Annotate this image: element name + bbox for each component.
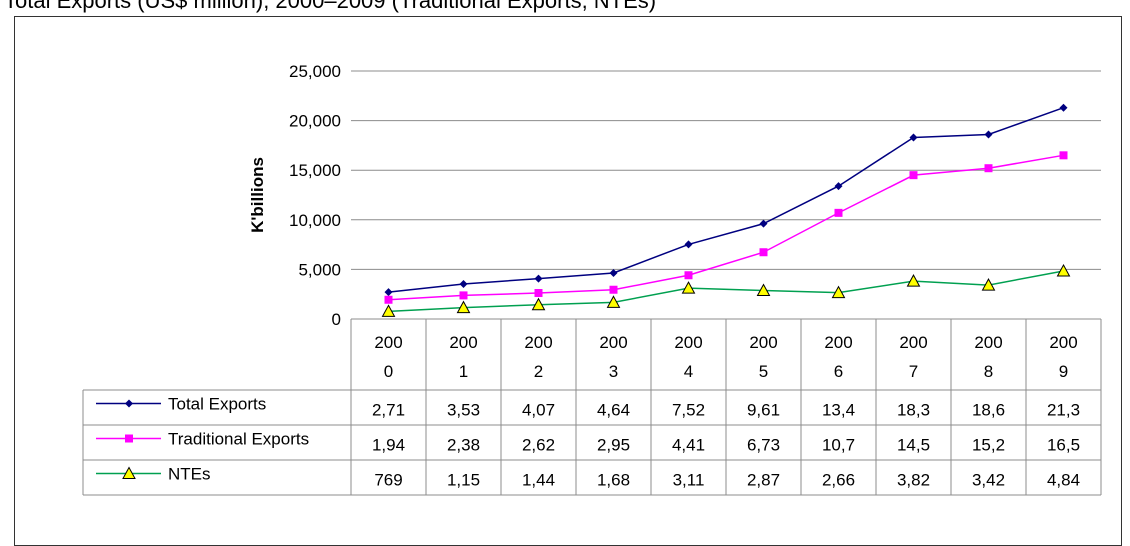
data-point-total-exports xyxy=(834,182,843,191)
y-tick-label: 15,000 xyxy=(289,161,341,180)
y-tick-label: 10,000 xyxy=(289,211,341,230)
data-label-traditional-exports: 4,41 xyxy=(672,436,705,455)
x-tick-label: 3 xyxy=(609,362,618,381)
data-label-ntes: 4,84 xyxy=(1047,471,1080,490)
y-tick-label: 25,000 xyxy=(289,62,341,81)
data-point-ntes xyxy=(831,285,846,299)
x-tick-label: 200 xyxy=(749,333,777,352)
legend-key-marker xyxy=(125,434,133,443)
data-point-ntes xyxy=(756,283,771,297)
data-point-ntes xyxy=(906,274,921,287)
x-tick-label: 4 xyxy=(684,362,693,381)
data-label-ntes: 2,66 xyxy=(822,471,855,490)
data-label-total-exports: 3,53 xyxy=(447,401,480,420)
data-point-ntes xyxy=(681,281,696,294)
data-point-total-exports xyxy=(384,288,393,297)
data-point-total-exports xyxy=(984,130,993,139)
x-tick-label: 200 xyxy=(374,333,402,352)
data-label-ntes: 1,44 xyxy=(522,471,555,490)
data-point-ntes xyxy=(456,300,471,314)
data-label-traditional-exports: 2,62 xyxy=(522,436,555,455)
line-chart: 0 5,000 10,000 15,000 20,000 25,000 K'billions… xyxy=(82,62,1102,496)
data-label-traditional-exports: 6,73 xyxy=(747,436,780,455)
y-tick-label: 0 xyxy=(332,310,341,329)
data-label-traditional-exports: 10,7 xyxy=(822,436,855,455)
data-label-total-exports: 18,3 xyxy=(897,401,930,420)
legend-series-name: Traditional Exports xyxy=(168,430,309,449)
data-point-traditional-exports xyxy=(834,208,843,217)
data-label-total-exports: 21,3 xyxy=(1047,401,1080,420)
series-line-traditional-exports xyxy=(388,154,1064,301)
data-label-ntes: 3,42 xyxy=(972,471,1005,490)
y-tick-label: 5,000 xyxy=(298,260,341,279)
data-point-total-exports xyxy=(534,274,543,283)
data-point-traditional-exports xyxy=(609,285,618,294)
x-tick-label: 2 xyxy=(534,362,543,381)
data-label-ntes: 3,11 xyxy=(673,471,705,490)
data-label-traditional-exports: 15,2 xyxy=(972,436,1005,455)
data-label-total-exports: 13,4 xyxy=(822,401,855,420)
x-tick-label: 200 xyxy=(449,333,477,352)
data-label-traditional-exports: 14,5 xyxy=(897,436,930,455)
x-tick-label: 5 xyxy=(759,362,768,381)
data-label-traditional-exports: 16,5 xyxy=(1047,436,1080,455)
y-axis-label: K'billions xyxy=(248,157,267,233)
data-point-total-exports xyxy=(684,240,693,249)
x-tick-label: 7 xyxy=(909,362,918,381)
data-label-total-exports: 4,07 xyxy=(522,401,555,420)
data-label-ntes: 2,87 xyxy=(747,471,780,490)
data-point-traditional-exports xyxy=(534,289,543,298)
data-point-ntes xyxy=(381,304,396,317)
cut-off-header-text: Total Exports (US$ million), 2000–2009 (… xyxy=(4,0,657,13)
x-tick-label: 200 xyxy=(974,333,1002,352)
x-tick-label: 6 xyxy=(834,362,843,381)
legend-key-marker xyxy=(125,399,133,408)
data-label-ntes: 1,68 xyxy=(597,471,630,490)
data-point-traditional-exports xyxy=(684,271,693,280)
x-tick-label: 200 xyxy=(674,333,702,352)
x-tick-label: 200 xyxy=(1049,333,1077,352)
x-tick-label: 200 xyxy=(899,333,927,352)
legend-key-marker xyxy=(122,466,136,479)
data-point-total-exports xyxy=(759,219,768,228)
data-point-traditional-exports xyxy=(909,171,918,180)
data-label-ntes: 769 xyxy=(374,471,402,490)
x-tick-label: 200 xyxy=(599,333,627,352)
x-tick-label: 200 xyxy=(824,333,852,352)
legend-series-name: NTEs xyxy=(168,465,211,484)
data-point-ntes xyxy=(1056,263,1071,277)
data-point-ntes xyxy=(606,295,621,308)
y-tick-label: 20,000 xyxy=(289,112,341,131)
data-point-total-exports xyxy=(459,279,468,288)
data-point-ntes xyxy=(531,297,546,311)
series-line-ntes xyxy=(388,270,1064,313)
x-tick-label: 200 xyxy=(524,333,552,352)
x-tick-label: 8 xyxy=(984,362,993,381)
data-label-traditional-exports: 1,94 xyxy=(372,436,405,455)
data-point-total-exports xyxy=(609,268,618,277)
data-point-traditional-exports xyxy=(984,164,993,173)
data-point-total-exports xyxy=(1059,103,1068,112)
x-tick-label: 1 xyxy=(459,362,468,381)
x-tick-label: 9 xyxy=(1059,362,1068,381)
data-label-total-exports: 4,64 xyxy=(597,401,630,420)
data-point-traditional-exports xyxy=(384,295,393,304)
data-label-total-exports: 9,61 xyxy=(747,401,780,420)
data-point-total-exports xyxy=(909,133,918,142)
chart-frame: 0 5,000 10,000 15,000 20,000 25,000 K'billions… xyxy=(14,16,1122,546)
x-tick-label: 0 xyxy=(384,362,393,381)
legend-series-name: Total Exports xyxy=(168,395,266,414)
data-label-traditional-exports: 2,95 xyxy=(597,436,630,455)
data-label-total-exports: 7,52 xyxy=(672,401,705,420)
data-point-traditional-exports xyxy=(459,291,468,300)
data-point-ntes xyxy=(981,278,996,291)
data-label-ntes: 1,15 xyxy=(447,471,480,490)
data-point-traditional-exports xyxy=(759,248,768,257)
data-label-total-exports: 18,6 xyxy=(972,401,1005,420)
series-line-total-exports xyxy=(388,106,1064,293)
data-point-traditional-exports xyxy=(1059,151,1068,160)
data-label-total-exports: 2,71 xyxy=(372,401,405,420)
data-label-ntes: 3,82 xyxy=(897,471,930,490)
data-label-traditional-exports: 2,38 xyxy=(447,436,480,455)
